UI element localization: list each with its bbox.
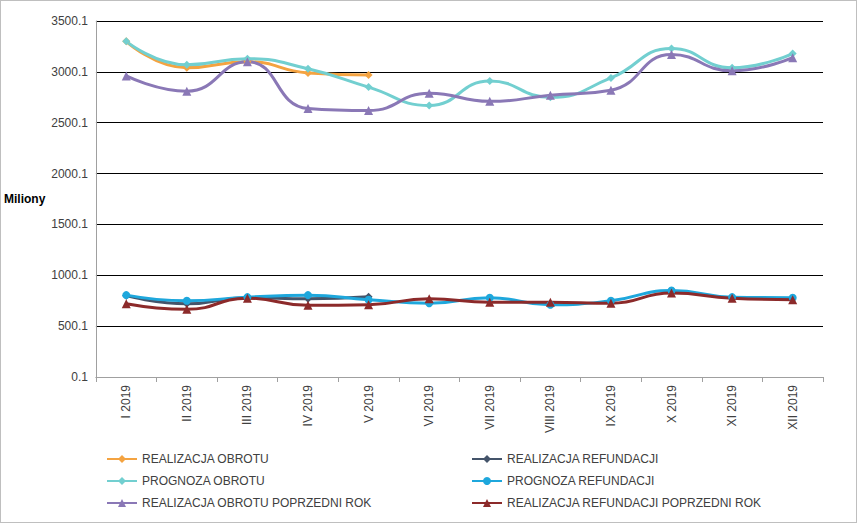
svg-text:REALIZACJA REFUNDACJI: REALIZACJA REFUNDACJI — [507, 452, 658, 466]
svg-text:0.1: 0.1 — [71, 370, 88, 384]
svg-text:REALIZACJA OBROTU POPRZEDNI RO: REALIZACJA OBROTU POPRZEDNI ROK — [142, 496, 371, 510]
svg-text:500.1: 500.1 — [58, 319, 88, 333]
svg-text:X 2019: X 2019 — [665, 385, 679, 423]
svg-text:VII 2019: VII 2019 — [483, 385, 497, 430]
svg-text:III 2019: III 2019 — [240, 385, 254, 425]
svg-text:XII 2019: XII 2019 — [786, 385, 800, 430]
svg-text:II 2019: II 2019 — [180, 385, 194, 422]
svg-text:3500.1: 3500.1 — [51, 14, 88, 28]
svg-text:PROGNOZA REFUNDACJI: PROGNOZA REFUNDACJI — [507, 474, 654, 488]
svg-text:PROGNOZA OBROTU: PROGNOZA OBROTU — [142, 474, 265, 488]
svg-text:1500.1: 1500.1 — [51, 217, 88, 231]
svg-text:3000.1: 3000.1 — [51, 65, 88, 79]
svg-text:V 2019: V 2019 — [362, 385, 376, 423]
svg-text:XI 2019: XI 2019 — [725, 385, 739, 427]
svg-text:IX 2019: IX 2019 — [604, 385, 618, 427]
svg-text:2500.1: 2500.1 — [51, 116, 88, 130]
svg-text:VIII 2019: VIII 2019 — [543, 385, 557, 433]
svg-text:Miliony: Miliony — [4, 192, 46, 206]
svg-text:I 2019: I 2019 — [119, 385, 133, 419]
svg-text:2000.1: 2000.1 — [51, 167, 88, 181]
svg-text:REALIZACJA REFUNDACJI POPRZEDN: REALIZACJA REFUNDACJI POPRZEDNI ROK — [507, 496, 761, 510]
svg-text:REALIZACJA OBROTU: REALIZACJA OBROTU — [142, 452, 269, 466]
svg-text:1000.1: 1000.1 — [51, 268, 88, 282]
svg-text:IV 2019: IV 2019 — [301, 385, 315, 427]
svg-text:VI 2019: VI 2019 — [422, 385, 436, 427]
